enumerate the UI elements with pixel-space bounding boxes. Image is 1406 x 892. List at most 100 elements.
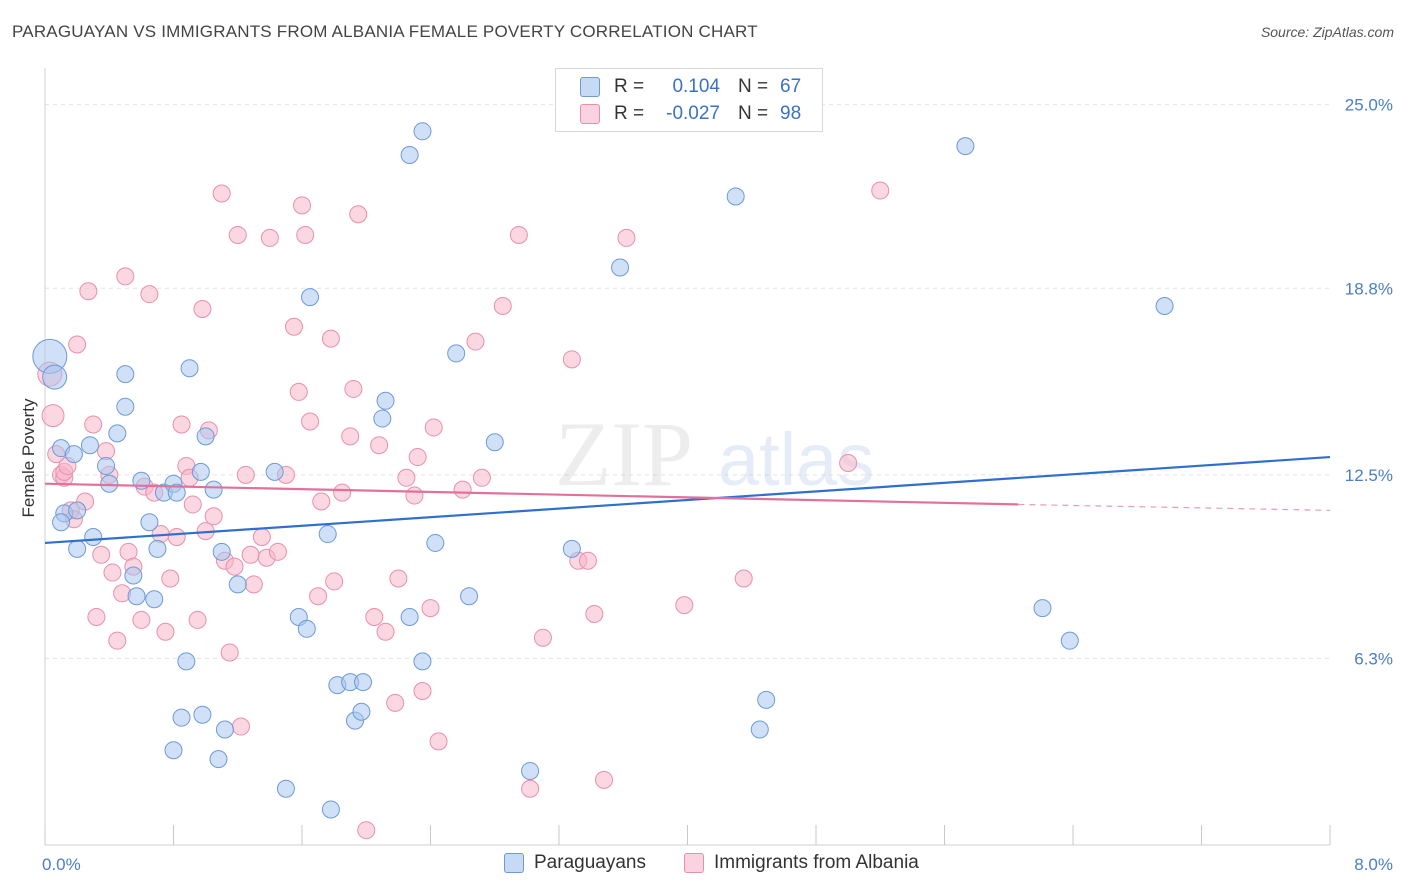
paraguayan-points [32, 122, 1174, 819]
paraguayan-point [297, 619, 316, 638]
albania-point [241, 545, 260, 564]
albania-point [183, 495, 202, 514]
paraguayan-point [352, 702, 371, 721]
legend-r-value: -0.027 [666, 103, 720, 124]
albania-point [839, 453, 858, 472]
legend-row-albania: R = -0.027 N = 98 [580, 102, 801, 126]
albania-point [103, 563, 122, 582]
paraguayan-point [485, 433, 504, 452]
paraguayan-point [193, 705, 212, 724]
grid-lines [45, 104, 1330, 659]
paraguayan-point [1155, 297, 1174, 316]
albania-point [79, 282, 98, 301]
paraguayan-point [196, 427, 215, 446]
paraguayan-point [148, 539, 167, 558]
paraguayan-point [177, 652, 196, 671]
albania-points [37, 181, 890, 840]
albania-point [585, 605, 604, 624]
albania-point [268, 542, 287, 561]
paraguayan-point [164, 741, 183, 760]
paraguayan-point [145, 590, 164, 609]
albania-point [493, 297, 512, 316]
paraguayan-point [956, 137, 975, 156]
albania-point [225, 557, 244, 576]
albania-point [675, 596, 694, 615]
albania-point [424, 418, 443, 437]
albania-point [405, 486, 424, 505]
y-tick-label: 25.0% [1345, 96, 1393, 115]
paraguayan-point [64, 445, 83, 464]
paraguayan-point [750, 720, 769, 739]
albania-point [349, 205, 368, 224]
bottom-legend-label: Paraguayans [534, 852, 646, 873]
paraguayan-point [265, 462, 284, 481]
albania-point [113, 584, 132, 603]
albania-point [453, 480, 472, 499]
legend: R = 0.104 N = 67 R = -0.027 N = 98 [555, 68, 823, 132]
albania-point [321, 329, 340, 348]
bottom-legend-albania: Immigrants from Albania [684, 852, 919, 874]
albania-point [333, 483, 352, 502]
albania-point [521, 779, 540, 798]
albania-point [140, 285, 159, 304]
albania-point [309, 587, 328, 606]
paraguayan-point [116, 365, 135, 384]
albania-trend-line [44, 482, 1019, 506]
paraguayan-point [400, 145, 419, 164]
albania-point [509, 225, 528, 244]
albania-point [594, 770, 613, 789]
x-tick-label: 0.0% [42, 855, 81, 874]
albania-point [429, 732, 448, 751]
albania-point [617, 228, 636, 247]
albania-point [231, 717, 250, 736]
paraguayan-point [228, 575, 247, 594]
albania-point [220, 643, 239, 662]
albania-point [296, 225, 315, 244]
paraguayan-point [321, 800, 340, 819]
paraguayan-point [460, 587, 479, 606]
albania-point [312, 492, 331, 511]
paraguayan-point [413, 122, 432, 141]
albania-point [228, 225, 247, 244]
albania-point [108, 631, 127, 650]
albania-point [87, 607, 106, 626]
albania-point [68, 335, 87, 354]
paraguayan-point [180, 359, 199, 378]
albania-point [301, 412, 320, 431]
watermark-zip: ZIP [555, 403, 693, 505]
albania-point [132, 610, 151, 629]
paraguayan-point [97, 456, 116, 475]
albania-point [260, 228, 279, 247]
legend-n-value: 98 [780, 103, 802, 124]
albania-trend-line-extension [1018, 503, 1331, 511]
paraguayan-point [52, 513, 71, 532]
paraguayan-point [1060, 631, 1079, 650]
paraguayan-point [204, 480, 223, 499]
x-tick-label: 8.0% [1354, 855, 1393, 874]
albania-point [289, 382, 308, 401]
paraguayan-point [209, 750, 228, 769]
paraguayan-point [127, 587, 146, 606]
bottom-legend-swatch-paraguayans [504, 853, 524, 873]
bottom-legend: Paraguayans Immigrants from Albania [0, 852, 1406, 878]
legend-swatch-paraguayans [580, 77, 600, 97]
paraguayan-point [68, 539, 87, 558]
albania-point [376, 622, 395, 641]
paraguayan-point [215, 720, 234, 739]
paraguayan-point [1033, 599, 1052, 618]
paraguayan-point [80, 436, 99, 455]
paraguayan-point [68, 501, 87, 520]
paraguayan-point [301, 288, 320, 307]
paraguayan-point [172, 708, 191, 727]
paraguayan-point [212, 542, 231, 561]
paraguayan-point [521, 761, 540, 780]
albania-point [172, 415, 191, 434]
albania-point [284, 317, 303, 336]
legend-r-label: R = [614, 103, 645, 124]
legend-n-value: 67 [780, 76, 802, 97]
albania-point [293, 196, 311, 215]
albania-point [84, 415, 103, 434]
axes [44, 68, 1331, 846]
albania-point [244, 575, 263, 594]
legend-swatch-albania [580, 104, 600, 124]
